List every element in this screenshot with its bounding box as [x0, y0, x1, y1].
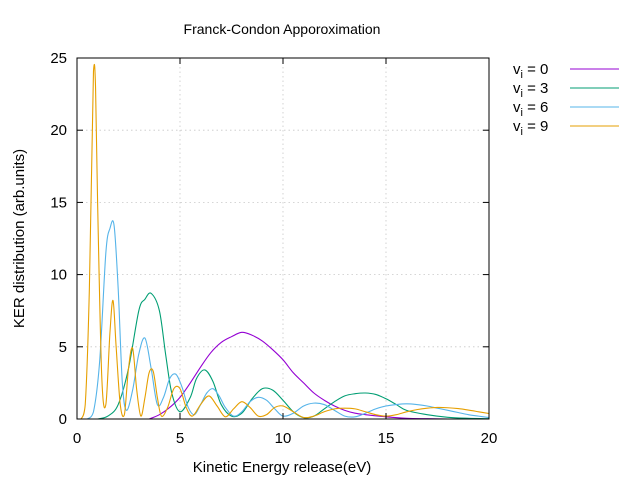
- legend: vi = 0vi = 3vi = 6vi = 9: [513, 61, 619, 138]
- x-axis-label: Kinetic Energy release(eV): [193, 459, 371, 476]
- x-tick-label: 15: [378, 430, 395, 447]
- series-line-v9: [80, 63, 490, 420]
- legend-label-v6: vi = 6: [513, 99, 548, 119]
- y-axis-label: KER distribution (arb.units): [11, 149, 28, 328]
- series-line-v3: [97, 292, 490, 420]
- y-tick-label: 0: [59, 411, 67, 428]
- ticks-group: 0 5 10 15 20 0 5 10 15 20 25: [50, 50, 497, 447]
- x-tick-label: 0: [73, 430, 81, 447]
- series-group: [80, 63, 490, 420]
- y-tick-label: 10: [50, 267, 67, 284]
- y-tick-label: 5: [59, 339, 67, 356]
- grid: [77, 58, 489, 419]
- x-tick-label: 5: [176, 430, 184, 447]
- legend-label-v0: vi = 0: [513, 61, 548, 81]
- x-tick-label: 20: [481, 430, 498, 447]
- legend-label-v9: vi = 9: [513, 118, 548, 138]
- y-tick-label: 25: [50, 50, 67, 67]
- x-tick-label: 10: [275, 430, 292, 447]
- series-line-v6: [86, 220, 490, 420]
- series-line-v0: [148, 331, 448, 420]
- chart-title: Franck-Condon Apporoximation: [184, 21, 381, 37]
- y-tick-label: 20: [50, 122, 67, 139]
- y-tick-label: 15: [50, 194, 67, 211]
- legend-label-v3: vi = 3: [513, 80, 548, 100]
